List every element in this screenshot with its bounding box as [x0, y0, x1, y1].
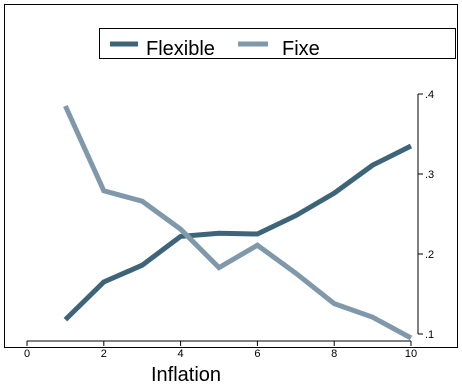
data-point-flexible [293, 213, 298, 218]
data-point-flexible [63, 317, 68, 322]
y-tick-label: .2 [425, 249, 434, 261]
series-layer [63, 104, 414, 341]
y-tick-label: .3 [425, 169, 434, 181]
x-tick-label: 8 [331, 348, 337, 360]
x-tick-label: 6 [254, 348, 260, 360]
data-point-fixe [217, 265, 222, 270]
data-point-fixe [255, 243, 260, 248]
y-tick-label: .1 [425, 329, 434, 341]
data-point-fixe [409, 336, 414, 341]
x-tick-label: 2 [101, 348, 107, 360]
series-line-fixe [63, 104, 413, 341]
data-point-flexible [370, 163, 375, 168]
data-point-flexible [255, 232, 260, 237]
legend-label-fixe: Fixe [282, 38, 320, 60]
data-point-fixe [332, 301, 337, 306]
data-point-flexible [178, 234, 183, 239]
data-point-flexible [140, 263, 145, 268]
data-point-flexible [217, 231, 222, 236]
data-point-fixe [370, 315, 375, 320]
x-tick-label: 10 [405, 348, 417, 360]
data-point-flexible [101, 280, 106, 285]
y-tick-label: .4 [425, 89, 434, 101]
axes: 0 2 4 6 8 10 .1 .2 .3 .4 [24, 89, 434, 360]
series-line-flexible [63, 143, 413, 322]
x-tick-label: 0 [24, 348, 30, 360]
legend-label-flexible: Flexible [146, 38, 215, 60]
data-point-fixe [101, 188, 106, 193]
data-point-fixe [140, 199, 145, 204]
plot-frame [4, 4, 458, 348]
data-point-fixe [63, 104, 68, 109]
legend-box [99, 28, 456, 59]
data-point-fixe [293, 271, 298, 276]
data-point-flexible [332, 191, 337, 196]
x-axis-label: Inflation [151, 364, 221, 385]
x-tick-label: 4 [178, 348, 184, 360]
data-point-flexible [409, 144, 414, 149]
data-point-fixe [178, 227, 183, 232]
legend: Flexible Fixe [99, 28, 456, 60]
